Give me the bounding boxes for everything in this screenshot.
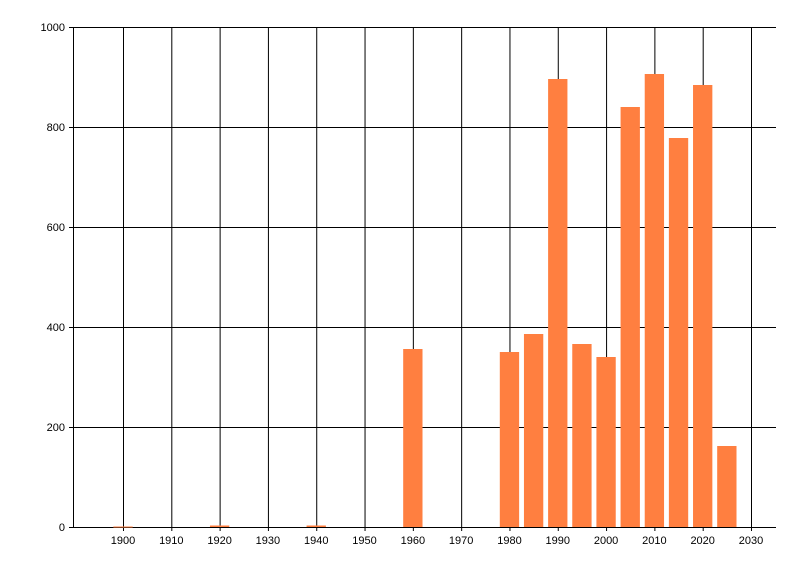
bar-1990 [548, 79, 568, 527]
x-tick-label: 2010 [642, 535, 666, 547]
x-tick-label: 2030 [739, 535, 763, 547]
bar-2025 [717, 446, 737, 527]
bar-1995 [572, 344, 592, 527]
x-tick-label: 1960 [401, 535, 425, 547]
x-tick-label: 1920 [207, 535, 231, 547]
bar-2015 [668, 138, 689, 527]
x-tick-label: 1900 [111, 535, 135, 547]
bar-1900 [113, 526, 133, 528]
x-tick-label: 1980 [497, 535, 521, 547]
x-tick-label: 2020 [690, 535, 714, 547]
x-tick-label: 1910 [159, 535, 183, 547]
bar-1940 [306, 525, 326, 527]
x-tick-label: 1990 [546, 535, 570, 547]
y-tick-label: 800 [47, 122, 65, 134]
bar-2000 [596, 357, 616, 527]
y-tick-label: 0 [59, 522, 65, 534]
y-tick-label: 600 [47, 222, 65, 234]
y-tick-label: 1000 [41, 22, 65, 34]
x-tick-label: 2000 [594, 535, 618, 547]
x-tick-label: 1950 [352, 535, 376, 547]
x-tick-label: 1940 [304, 535, 328, 547]
bar-1980 [499, 352, 520, 527]
bar-1920 [209, 525, 230, 527]
bar-2020 [693, 85, 713, 527]
bar-1985 [523, 334, 544, 527]
bar-2005 [620, 107, 640, 527]
x-tick-label: 1930 [256, 535, 280, 547]
y-tick-label: 200 [47, 422, 65, 434]
bar-1960 [403, 349, 423, 527]
y-tick-label: 400 [47, 322, 65, 334]
x-tick-label: 1970 [449, 535, 473, 547]
bar-2010 [644, 74, 665, 527]
